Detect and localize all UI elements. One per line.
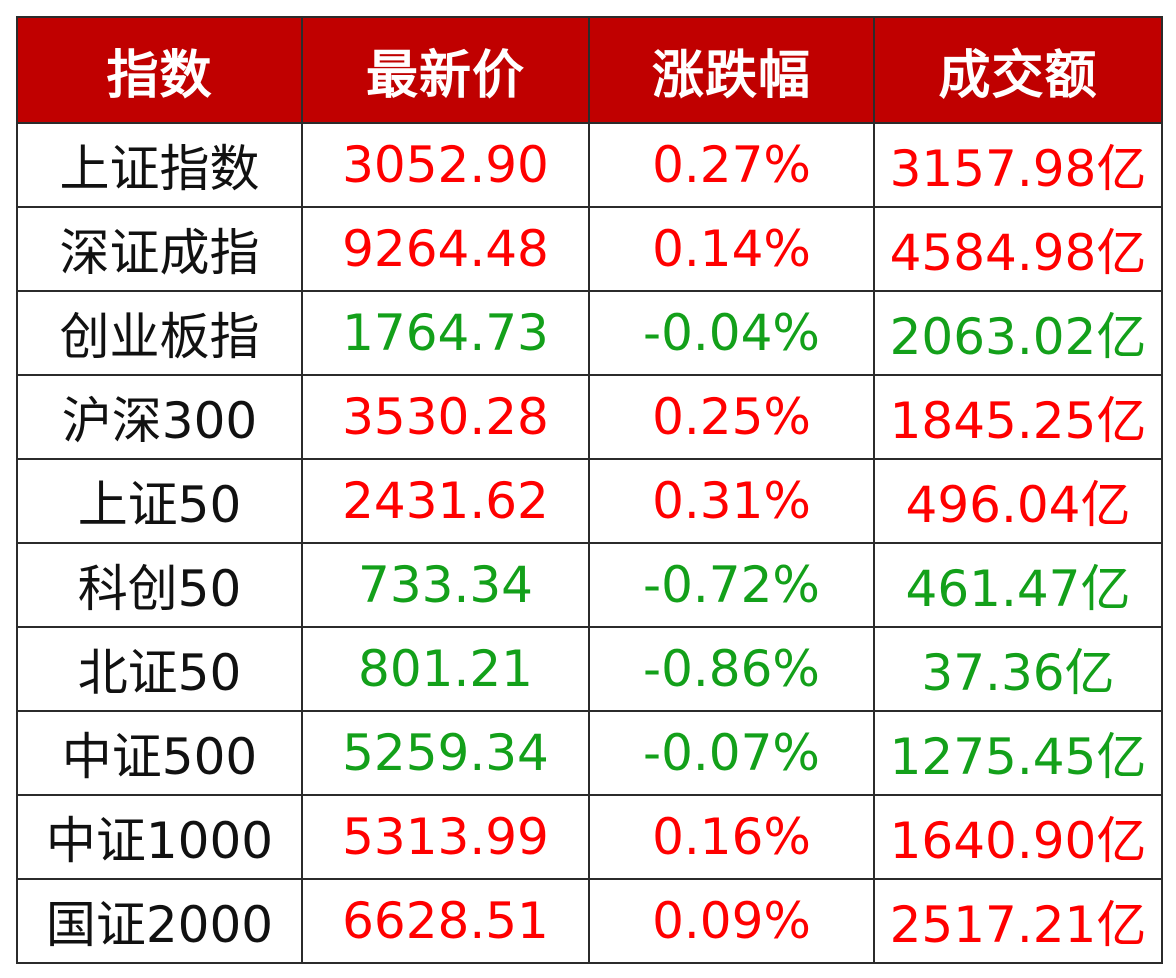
- turnover-cell: 1640.90亿: [873, 794, 1163, 880]
- latest-price-cell: 733.34: [301, 542, 590, 628]
- table-row: 上证50 2431.62 0.31% 496.04亿: [16, 458, 1163, 544]
- latest-price-cell: 3530.28: [301, 374, 590, 460]
- table-body: 上证指数 3052.90 0.27% 3157.98亿 深证成指 9264.48 0.14%…: [16, 122, 1163, 964]
- turnover-cell: 2517.21亿: [873, 878, 1163, 964]
- index-name-cell: 国证2000: [16, 878, 303, 964]
- index-name-cell: 深证成指: [16, 206, 303, 292]
- header-turnover: 成交额: [873, 16, 1163, 124]
- latest-price-cell: 5259.34: [301, 710, 590, 796]
- table-row: 中证500 5259.34 -0.07% 1275.45亿: [16, 710, 1163, 796]
- table-row: 深证成指 9264.48 0.14% 4584.98亿: [16, 206, 1163, 292]
- turnover-cell: 3157.98亿: [873, 122, 1163, 208]
- latest-price-cell: 6628.51: [301, 878, 590, 964]
- latest-price-cell: 9264.48: [301, 206, 590, 292]
- index-name-cell: 北证50: [16, 626, 303, 712]
- market-index-table-container: 指数 最新价 涨跌幅 成交额 上证指数 3052.90 0.27% 3157.98亿深…: [16, 16, 1163, 964]
- change-pct-cell: 0.25%: [588, 374, 875, 460]
- index-name-cell: 上证指数: [16, 122, 303, 208]
- table-row: 科创50 733.34 -0.72% 461.47亿: [16, 542, 1163, 628]
- turnover-cell: 1275.45亿: [873, 710, 1163, 796]
- change-pct-cell: 0.31%: [588, 458, 875, 544]
- index-name-cell: 科创50: [16, 542, 303, 628]
- table-row: 沪深300 3530.28 0.25% 1845.25亿: [16, 374, 1163, 460]
- change-pct-cell: -0.07%: [588, 710, 875, 796]
- latest-price-cell: 5313.99: [301, 794, 590, 880]
- turnover-cell: 37.36亿: [873, 626, 1163, 712]
- latest-price-cell: 801.21: [301, 626, 590, 712]
- change-pct-cell: 0.09%: [588, 878, 875, 964]
- index-name-cell: 沪深300: [16, 374, 303, 460]
- latest-price-cell: 2431.62: [301, 458, 590, 544]
- turnover-cell: 496.04亿: [873, 458, 1163, 544]
- table-header: 指数 最新价 涨跌幅 成交额: [16, 16, 1163, 124]
- change-pct-cell: 0.27%: [588, 122, 875, 208]
- table-row: 北证50 801.21 -0.86% 37.36亿: [16, 626, 1163, 712]
- index-name-cell: 上证50: [16, 458, 303, 544]
- index-name-cell: 中证1000: [16, 794, 303, 880]
- table-row: 国证2000 6628.51 0.09% 2517.21亿: [16, 878, 1163, 964]
- change-pct-cell: 0.14%: [588, 206, 875, 292]
- header-latest-price: 最新价: [301, 16, 590, 124]
- change-pct-cell: -0.04%: [588, 290, 875, 376]
- change-pct-cell: -0.72%: [588, 542, 875, 628]
- latest-price-cell: 3052.90: [301, 122, 590, 208]
- table-row: 上证指数 3052.90 0.27% 3157.98亿: [16, 122, 1163, 208]
- turnover-cell: 2063.02亿: [873, 290, 1163, 376]
- header-change-pct: 涨跌幅: [588, 16, 875, 124]
- turnover-cell: 1845.25亿: [873, 374, 1163, 460]
- table-row: 创业板指 1764.73 -0.04% 2063.02亿: [16, 290, 1163, 376]
- turnover-cell: 461.47亿: [873, 542, 1163, 628]
- latest-price-cell: 1764.73: [301, 290, 590, 376]
- turnover-cell: 4584.98亿: [873, 206, 1163, 292]
- header-row: 指数 最新价 涨跌幅 成交额: [16, 16, 1163, 124]
- table-row: 中证1000 5313.99 0.16% 1640.90亿: [16, 794, 1163, 880]
- index-name-cell: 中证500: [16, 710, 303, 796]
- change-pct-cell: 0.16%: [588, 794, 875, 880]
- header-index: 指数: [16, 16, 303, 124]
- index-name-cell: 创业板指: [16, 290, 303, 376]
- market-index-table: 指数 最新价 涨跌幅 成交额 上证指数 3052.90 0.27% 3157.98亿深…: [16, 16, 1163, 964]
- change-pct-cell: -0.86%: [588, 626, 875, 712]
